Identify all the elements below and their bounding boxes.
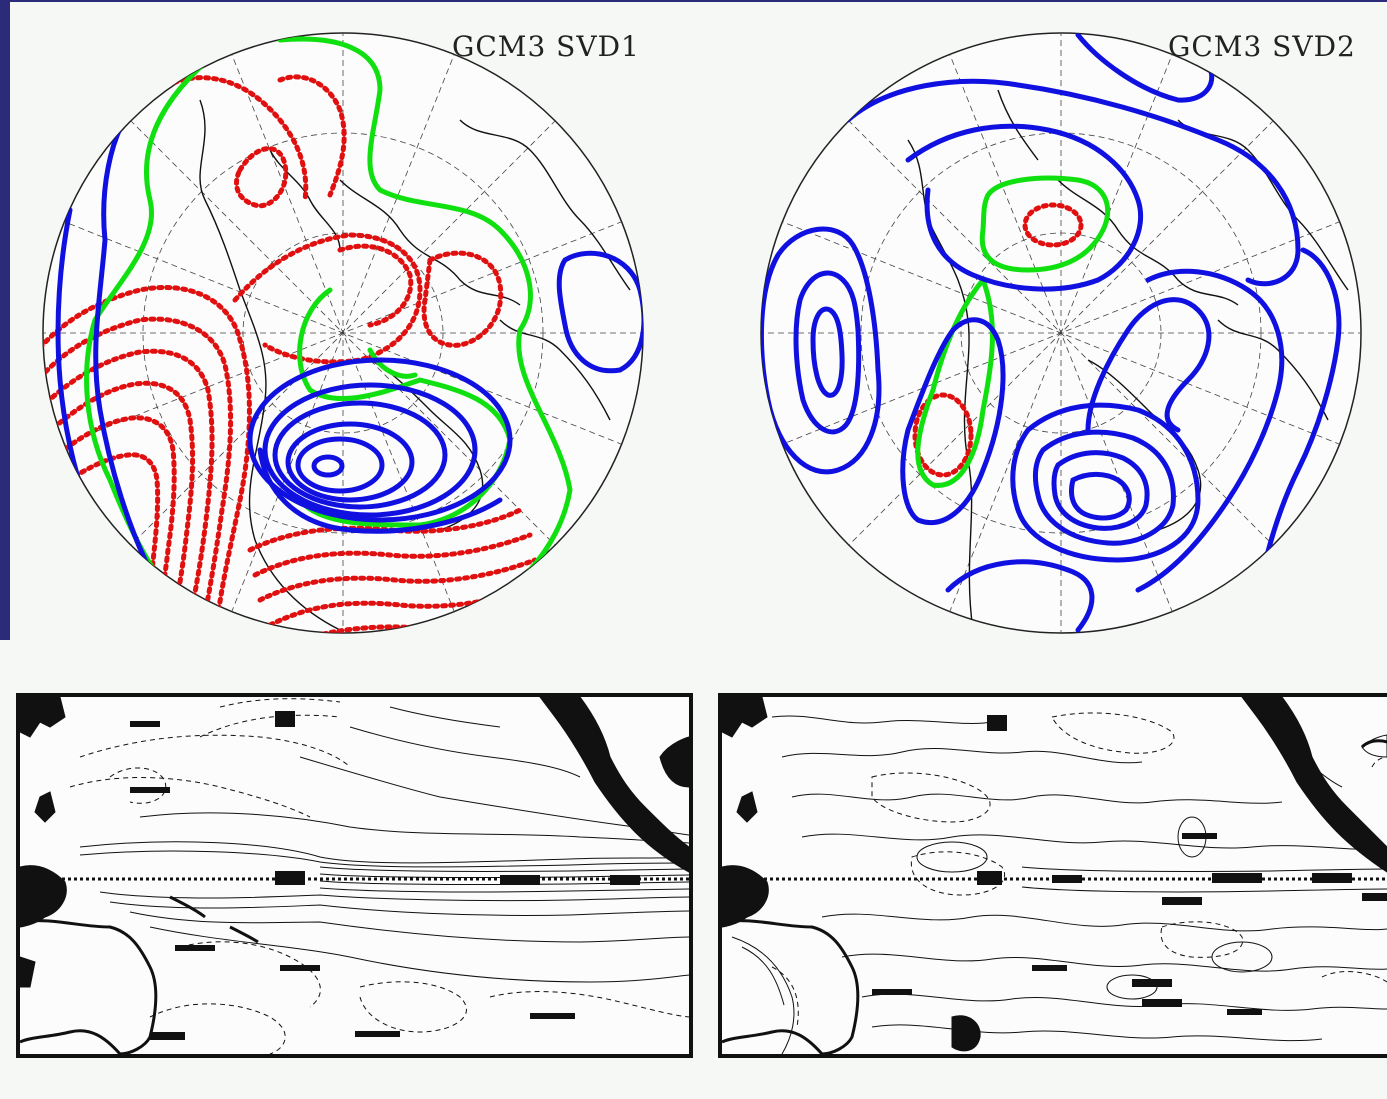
sst-contours — [79, 706, 689, 983]
coastlines — [20, 895, 259, 1054]
panel-title-svd2: GCM3 SVD2 — [1168, 30, 1356, 63]
pacific-contour-plot — [722, 697, 1387, 1054]
top-border — [0, 0, 1387, 2]
polar-map-svd2 — [760, 32, 1362, 634]
polar-map-svd1 — [42, 32, 644, 634]
contour-labels — [130, 711, 640, 1040]
pacific-contour-plot — [20, 697, 689, 1054]
graticule — [761, 33, 1361, 633]
coastlines — [722, 739, 1387, 1054]
left-border — [0, 0, 10, 640]
contour-labels — [872, 715, 1387, 1015]
contour-hatch — [1361, 734, 1387, 758]
sst-contours-dashed — [69, 698, 689, 1054]
land-masses — [722, 697, 1387, 1052]
positive-contours — [761, 33, 1342, 633]
positive-contours — [55, 107, 643, 573]
land-masses — [20, 697, 689, 988]
pacific-map-svd2 — [718, 693, 1387, 1058]
panel-title-svd1: GCM3 SVD1 — [452, 30, 640, 63]
negative-contours — [912, 202, 1084, 478]
pacific-map-svd1 — [16, 693, 693, 1058]
zero-contours — [915, 175, 1111, 488]
